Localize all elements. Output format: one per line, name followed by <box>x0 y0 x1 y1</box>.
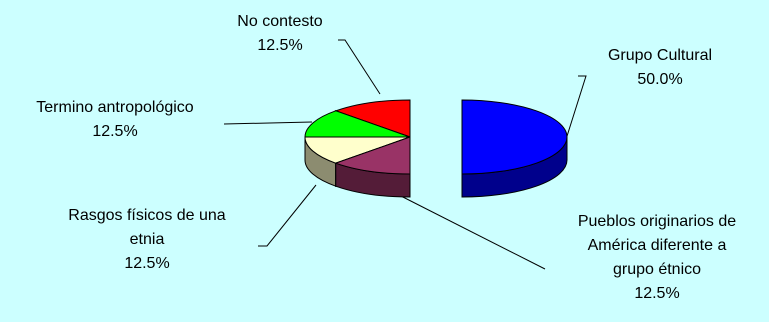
slice-percent: 12.5% <box>92 123 138 140</box>
slice-label-text: etnia <box>129 231 165 248</box>
slice-label-1: Pueblos originarios de América diferente … <box>548 210 766 306</box>
leader-line-0 <box>561 75 587 153</box>
slice-percent: 12.5% <box>257 37 303 54</box>
slice-label-text: No contesto <box>237 13 323 30</box>
slice-label-2: Rasgos físicos de una etnia 12.5% <box>22 204 272 276</box>
slice-label-text: Grupo Cultural <box>607 47 713 64</box>
slice-percent: 12.5% <box>124 255 170 272</box>
slice-percent: 50.0% <box>637 71 683 88</box>
slice-label-text: Termino antropológico <box>36 99 194 116</box>
slice-percent: 12.5% <box>634 285 680 302</box>
slice-label-3: Termino antropológico 12.5% <box>0 96 230 144</box>
pie-slice-1 <box>334 136 411 198</box>
leader-lines <box>223 39 587 270</box>
slice-label-0: Grupo Cultural 50.0% <box>570 44 750 92</box>
pie-slice-0 <box>461 99 568 198</box>
leader-line-2 <box>258 184 317 247</box>
leader-line-1 <box>394 192 546 270</box>
slice-label-text: grupo étnico <box>612 261 702 278</box>
leader-line-3 <box>223 121 313 125</box>
slice-label-4: No contesto 12.5% <box>190 10 370 58</box>
slice-label-text: América diferente a <box>587 237 727 254</box>
pie-slices <box>304 99 568 198</box>
slice-label-text: Pueblos originarios de <box>577 213 737 230</box>
leader-line-4 <box>338 39 381 95</box>
slice-label-text: Rasgos físicos de una <box>68 207 226 224</box>
